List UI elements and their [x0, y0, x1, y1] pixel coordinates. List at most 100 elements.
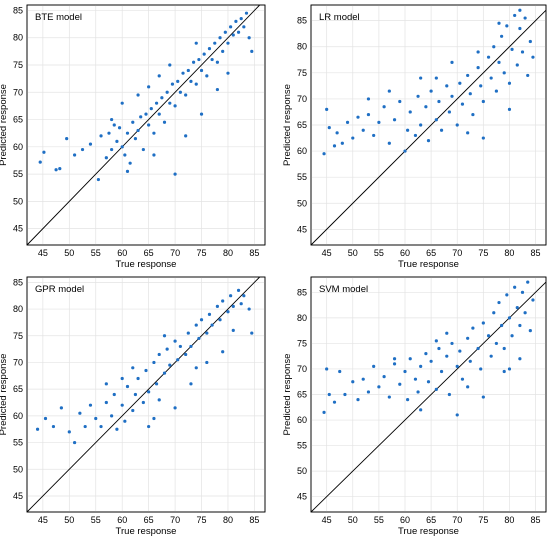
data-point	[340, 141, 344, 145]
data-point	[133, 392, 138, 397]
data-point	[73, 153, 77, 157]
data-point	[120, 376, 124, 381]
data-point	[507, 107, 512, 111]
data-point	[356, 398, 360, 402]
data-point	[215, 87, 219, 92]
data-point	[152, 131, 156, 135]
data-point	[419, 76, 423, 80]
data-point	[458, 349, 462, 353]
x-tick-label: 70	[170, 515, 180, 525]
x-tick-label: 80	[504, 515, 514, 525]
panel-title: GPR model	[35, 284, 84, 295]
data-point	[231, 328, 235, 333]
data-point	[154, 382, 159, 386]
data-point	[382, 375, 386, 379]
x-tick-label: 80	[504, 248, 514, 258]
data-point	[426, 380, 431, 384]
data-point	[199, 318, 204, 322]
data-point	[468, 359, 472, 363]
data-point	[450, 60, 454, 64]
data-point	[518, 8, 522, 12]
y-tick-label: 70	[297, 94, 307, 104]
y-tick-label: 55	[13, 438, 23, 448]
data-point	[513, 13, 517, 18]
data-point	[229, 25, 233, 29]
data-point	[139, 115, 143, 119]
data-point	[489, 76, 493, 80]
data-point	[78, 411, 82, 415]
data-point	[403, 369, 407, 374]
data-point	[226, 310, 230, 314]
data-point	[236, 288, 241, 292]
data-point	[351, 380, 355, 384]
data-point	[455, 413, 459, 417]
data-point	[419, 408, 423, 412]
y-tick-label: 50	[13, 464, 23, 474]
data-point	[99, 134, 103, 138]
data-point	[157, 398, 161, 402]
data-point	[199, 68, 204, 73]
data-point	[502, 71, 506, 75]
y-axis-label: Predicted response	[0, 354, 9, 436]
data-point	[239, 302, 243, 306]
data-point	[518, 323, 522, 328]
data-point	[406, 398, 410, 402]
y-tick-label: 65	[297, 390, 307, 400]
data-point	[54, 168, 58, 172]
data-point	[210, 323, 214, 327]
data-point	[351, 136, 355, 140]
x-tick-label: 65	[426, 248, 436, 258]
data-point	[332, 144, 337, 148]
data-point	[325, 367, 329, 371]
data-point	[176, 79, 180, 83]
reference-line	[310, 281, 547, 513]
data-point	[67, 430, 71, 434]
data-point	[104, 382, 108, 386]
data-point	[471, 326, 475, 330]
data-point	[429, 359, 433, 363]
data-point	[445, 331, 449, 335]
data-point	[242, 25, 246, 29]
y-tick-label: 65	[13, 384, 23, 394]
data-point	[497, 21, 501, 25]
x-tick-label: 85	[531, 248, 541, 258]
x-tick-label: 45	[38, 515, 48, 525]
data-point	[494, 341, 498, 346]
data-point	[210, 57, 214, 62]
data-point	[450, 341, 454, 346]
data-point	[42, 150, 46, 154]
data-point	[332, 400, 337, 404]
data-point	[377, 120, 381, 124]
data-point	[486, 334, 491, 338]
data-point	[468, 92, 472, 96]
data-point	[189, 344, 193, 349]
data-point	[510, 334, 514, 338]
data-point	[505, 293, 509, 297]
data-point	[194, 41, 198, 45]
data-point	[520, 50, 525, 54]
data-point	[125, 384, 130, 389]
data-point	[494, 89, 498, 93]
data-point	[479, 84, 483, 88]
data-point	[439, 128, 444, 132]
y-tick-label: 60	[13, 411, 23, 421]
data-point	[173, 104, 177, 108]
data-point	[458, 81, 462, 85]
data-point	[392, 357, 397, 361]
data-point	[189, 382, 193, 386]
data-point	[455, 123, 459, 127]
data-point	[73, 440, 77, 445]
data-point	[221, 49, 225, 53]
data-point	[250, 331, 254, 335]
scatter-panel-4: 45 50 55 60 65 70 75 80 85 45 50 55 60 65 70 75 80 85 SVM …	[282, 276, 547, 537]
data-point	[152, 153, 156, 157]
data-point	[466, 385, 470, 389]
data-point	[162, 334, 167, 338]
plot-area	[26, 4, 266, 246]
data-point	[157, 112, 161, 116]
data-point	[387, 141, 391, 145]
data-point	[144, 368, 148, 373]
data-point	[96, 177, 100, 182]
y-tick-label: 75	[13, 331, 23, 341]
data-point	[104, 156, 108, 160]
